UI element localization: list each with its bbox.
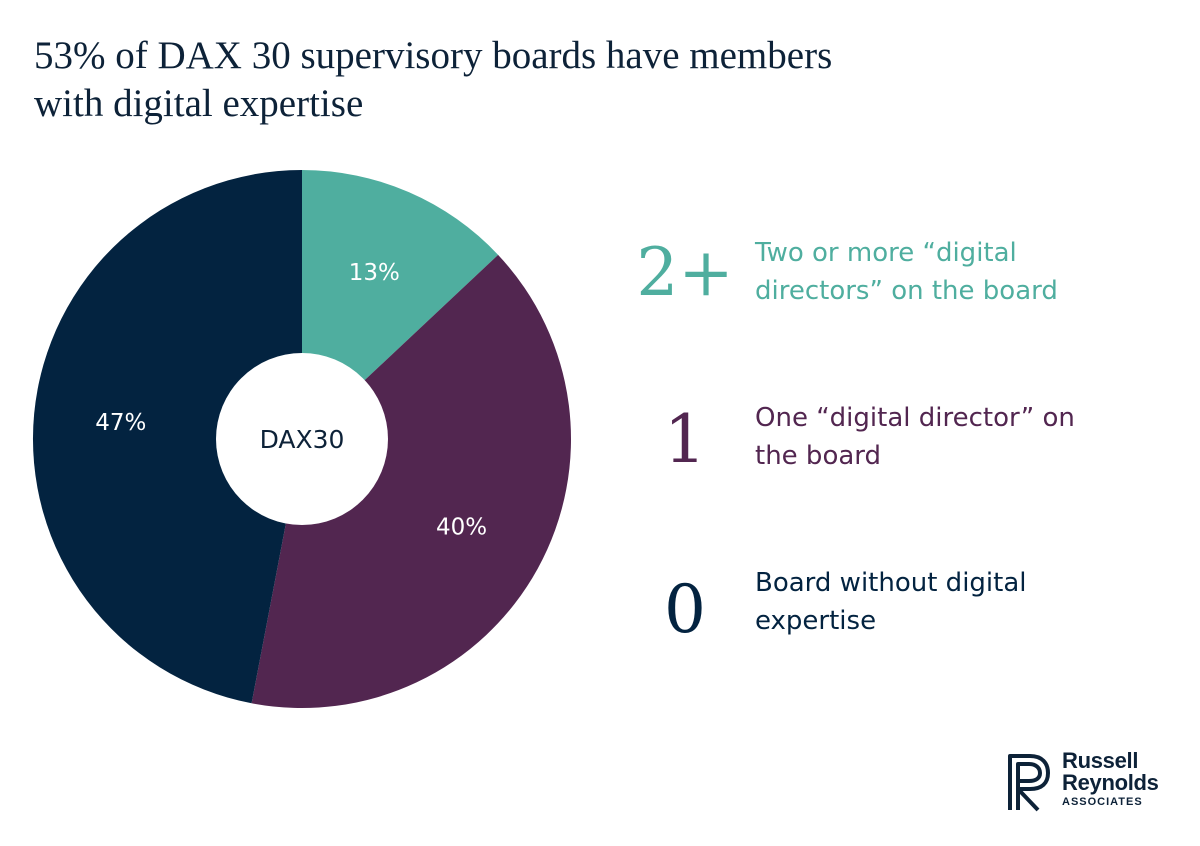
chart-title-line-1: 53% of DAX 30 supervisory boards have me… [34, 34, 833, 77]
chart-title-line-2: with digital expertise [34, 82, 364, 125]
legend-text-one: One “digital director” on the board [755, 403, 1075, 471]
legend-item-one: 1 One “digital director” on the board [630, 393, 1100, 483]
legend-text-zero: Board without digital expertise [755, 568, 1027, 636]
russell-reynolds-logo: Russell Reynolds ASSOCIATES [1004, 750, 1174, 816]
center-label: DAX30 [260, 425, 345, 454]
rr-monogram-icon [1008, 754, 1050, 812]
legend-text-two-plus: Two or more “digital directors” on the b… [755, 238, 1058, 306]
legend-item-zero: 0 Board without digital expertise [630, 561, 1100, 651]
slice-label-one: 40% [436, 515, 487, 541]
donut-hole [216, 353, 388, 525]
logo-line-russell: Russell [1062, 748, 1139, 773]
logo-line-reynolds: Reynolds [1062, 770, 1159, 795]
legend-number-zero: 0 [664, 571, 706, 648]
pie-slice-one [251, 254, 571, 709]
slice-label-zero: 47% [95, 410, 146, 436]
chart-title: 53% of DAX 30 supervisory boards have me… [34, 32, 1034, 128]
pie-slice-zero [32, 170, 303, 704]
legend-number-two-plus: 2+ [636, 234, 734, 311]
legend-number-one: 1 [664, 401, 706, 478]
logo-wordmark: Russell Reynolds ASSOCIATES [1062, 750, 1159, 810]
donut-chart: DAX30 13% 40% 47% [32, 170, 571, 709]
logo-line-associates: ASSOCIATES [1062, 796, 1143, 808]
slice-labels: 13% 40% 47% [95, 260, 487, 541]
slice-label-two_plus: 13% [349, 260, 400, 286]
legend-item-two-plus: 2+ Two or more “digital directors” on th… [630, 228, 1100, 318]
